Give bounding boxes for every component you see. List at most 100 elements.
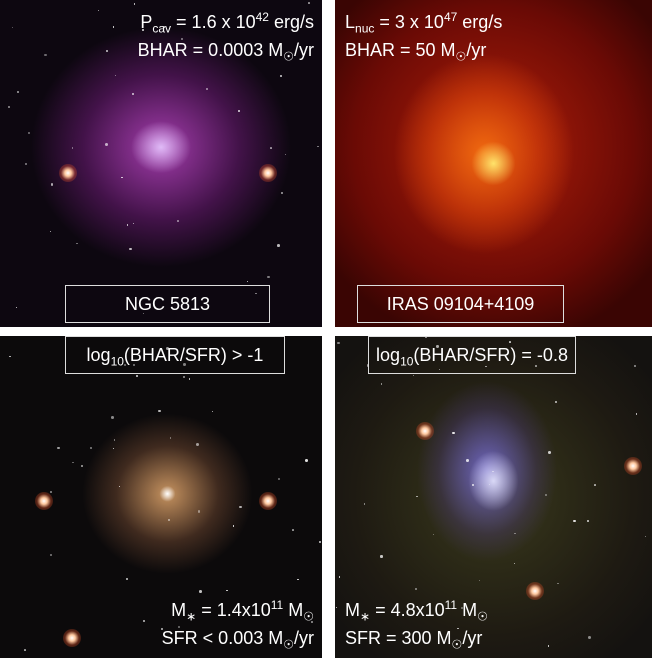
star [307,2,310,4]
text-piece: erg/s [457,12,503,32]
star [460,606,463,610]
superscript: 11 [444,598,458,612]
star [534,365,537,368]
star [158,410,161,413]
star [132,93,135,96]
star [27,131,31,135]
star [513,563,515,565]
text-piece: = 1.4x10 [196,600,271,620]
panel-label: IRAS 09104+4109 [357,285,564,323]
text-piece: erg/s [268,12,314,32]
star [50,491,53,494]
star [16,307,18,309]
star [7,105,10,108]
star [593,484,596,486]
star [71,461,74,464]
star [414,587,417,590]
star [311,621,314,624]
star [363,503,366,506]
star [183,363,186,367]
star [118,486,120,488]
star [548,451,551,454]
star [255,293,257,295]
superscript: 42 [255,10,269,24]
star [305,459,308,462]
star [416,422,434,440]
star [168,519,170,521]
star [180,37,183,40]
star [177,219,180,222]
star [57,446,61,450]
subscript: ☉ [477,609,488,624]
star [624,457,642,475]
text-piece: /yr [294,40,314,60]
star [284,153,287,156]
star [132,363,136,367]
star [205,87,209,91]
star [237,110,240,113]
star [246,280,249,283]
text-line: BHAR = 0.0003 M☉/yr [138,36,314,64]
star [485,365,487,368]
subscript: 10 [110,354,124,369]
subscript: ☉ [451,637,463,652]
subscript: ∗ [360,609,371,624]
star [416,495,418,498]
star [339,576,341,578]
text-piece: SFR = 300 M [345,628,452,648]
star [471,484,474,487]
image-panel: Pcav = 1.6 x 1042 erg/s BHAR = 0.0003 M☉/… [0,0,322,327]
star [113,439,116,441]
star [142,29,145,32]
star [197,509,201,513]
star [123,364,126,367]
panel-lines: M∗ = 1.4x1011 M☉ SFR < 0.003 M☉/yr [162,596,314,652]
text-piece: (BHAR/SFR) > -1 [123,345,264,365]
star [489,483,491,485]
star [113,447,115,449]
star [110,415,114,419]
star [277,244,280,248]
star [49,553,52,557]
star [526,582,544,600]
text-piece: BHAR = 50 M [345,40,456,60]
text-piece: BHAR = 0.0003 M [137,40,284,60]
text-piece: /yr [294,628,314,648]
star [433,534,435,536]
superscript: 11 [270,598,284,612]
star [587,520,589,522]
star [452,432,455,435]
star [182,375,185,378]
text-line: M∗ = 4.8x1011 M☉ [345,596,488,624]
text-piece: SFR < 0.003 M [161,628,284,648]
star [337,341,340,345]
star [259,492,277,510]
text-piece: = 3 x 10 [374,12,444,32]
star [317,145,319,148]
star [24,649,27,652]
text-line: SFR < 0.003 M☉/yr [162,624,314,652]
star [283,27,285,29]
image-panel: log10(BHAR/SFR) = -0.8 M∗ = 4.8x1011 M☉ S… [335,336,652,658]
star [292,528,294,531]
star [233,525,235,527]
panel-label: log10(BHAR/SFR) = -0.8 [368,336,576,374]
text-piece: log [86,345,111,365]
panel-label: NGC 5813 [65,285,270,323]
text-piece: = 4.8x10 [370,600,445,620]
star [169,437,172,439]
star [49,231,51,233]
star [112,26,115,28]
star [544,494,547,497]
text-piece: /yr [462,628,483,648]
star [318,540,321,543]
panel-label: log10(BHAR/SFR) > -1 [65,336,285,374]
star [226,589,229,592]
star [16,91,19,94]
star [106,50,109,53]
image-panel: log10(BHAR/SFR) > -1 M∗ = 1.4x1011 M☉ SFR… [0,336,322,658]
star [97,9,100,11]
star [126,577,129,580]
star [278,478,281,480]
